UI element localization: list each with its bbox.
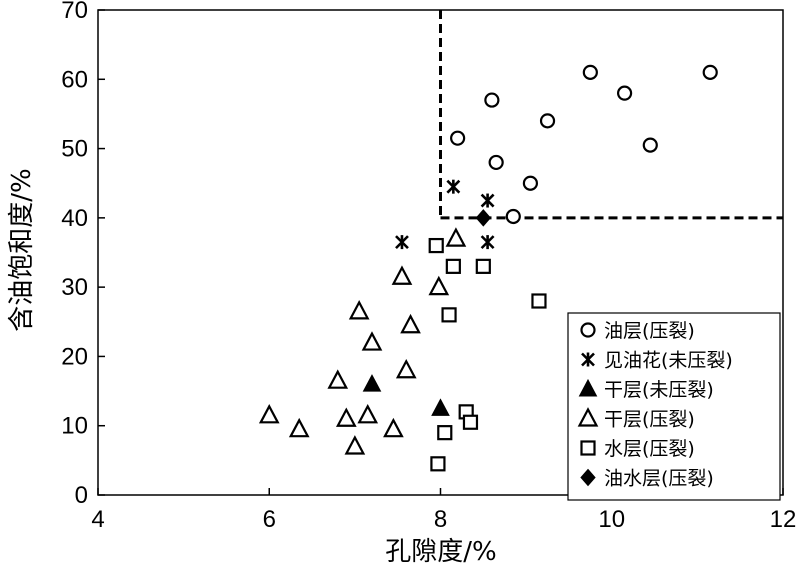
legend-label: 油层(压裂)	[604, 320, 695, 342]
data-point	[344, 435, 366, 455]
data-point	[450, 130, 466, 146]
y-tick-label: 40	[61, 205, 88, 232]
data-point	[445, 227, 467, 247]
x-axis-label: 孔隙度/%	[385, 537, 496, 567]
data-point	[616, 85, 633, 101]
legend-label: 干层(未压裂)	[604, 379, 714, 401]
data-point	[445, 258, 461, 274]
legend-label: 干层(压裂)	[604, 409, 695, 431]
data-point	[441, 307, 457, 323]
legend-label: 见油花(未压裂)	[604, 350, 733, 372]
data-point	[288, 417, 310, 438]
x-tick-label: 10	[598, 506, 625, 533]
data-point	[383, 417, 404, 438]
data-point	[522, 175, 539, 191]
data-point	[428, 275, 450, 296]
legend-label: 油水层(压裂)	[604, 468, 714, 490]
x-tick-label: 6	[263, 506, 276, 533]
x-tick-label: 12	[770, 506, 797, 533]
data-point	[327, 369, 349, 389]
data-point	[582, 64, 598, 80]
data-points	[258, 64, 718, 472]
legend: 油层(压裂) 见油花(未压裂) 干层(未压裂) 干层(压裂) 水层(压裂) 油水层(压裂)	[567, 312, 781, 501]
data-point	[437, 425, 453, 441]
data-point	[642, 137, 658, 153]
legend-label: 水层(压裂)	[604, 438, 695, 460]
y-tick-label: 60	[61, 66, 88, 93]
y-tick-label: 50	[61, 136, 88, 163]
data-point	[335, 407, 357, 427]
data-point	[395, 358, 417, 379]
axis-ticks: 4 6 8 10 12 0 10 20 30 40 50 60 70	[61, 0, 796, 533]
y-tick-label: 0	[75, 482, 88, 509]
legend-marker	[581, 352, 595, 367]
legend-marker	[580, 468, 596, 487]
data-point	[531, 293, 547, 309]
data-point	[505, 208, 521, 225]
legend-marker	[578, 378, 598, 397]
data-point	[348, 300, 370, 320]
data-point	[431, 398, 450, 416]
data-point	[539, 113, 556, 129]
data-point	[480, 235, 495, 250]
data-point	[480, 193, 495, 208]
legend-marker	[577, 407, 599, 427]
y-tick-label: 70	[61, 0, 88, 24]
data-point	[462, 414, 479, 430]
data-point	[475, 258, 491, 274]
x-tick-label: 4	[91, 506, 104, 533]
legend-marker	[580, 440, 596, 456]
x-tick-label: 8	[434, 506, 447, 533]
data-point	[488, 154, 504, 171]
data-point	[475, 209, 491, 227]
y-tick-label: 20	[61, 343, 88, 370]
legend-box	[567, 312, 781, 501]
data-point	[400, 313, 421, 334]
data-point	[361, 331, 383, 351]
data-point	[430, 456, 446, 472]
data-point	[258, 403, 280, 424]
data-point	[391, 265, 413, 285]
y-tick-label: 30	[61, 274, 88, 301]
data-point	[362, 374, 382, 392]
data-point	[428, 237, 444, 254]
data-point	[484, 92, 500, 108]
cutoff-lines	[439, 10, 783, 220]
data-point	[357, 403, 379, 424]
y-axis-label: 含油饱和度/%	[7, 168, 37, 331]
legend-marker	[580, 322, 596, 338]
data-point	[446, 179, 461, 194]
data-point	[395, 235, 409, 250]
y-tick-label: 10	[61, 413, 88, 440]
data-point	[702, 64, 718, 80]
